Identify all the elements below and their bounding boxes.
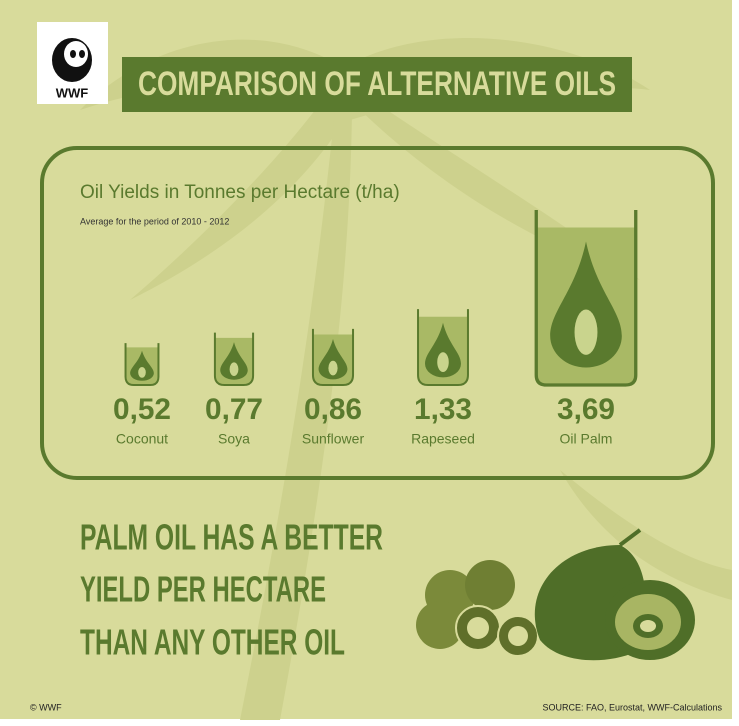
value-label: 0,52 <box>113 393 171 426</box>
value-label: 0,77 <box>205 393 263 426</box>
fruit-kernel <box>467 617 489 639</box>
category-label: Coconut <box>116 431 168 447</box>
copyright: © WWF <box>30 702 62 712</box>
wwf-logo: WWF <box>37 22 108 104</box>
source: SOURCE: FAO, Eurostat, WWF-Calculations <box>542 702 722 712</box>
drop-highlight <box>230 362 239 376</box>
category-label: Oil Palm <box>560 431 613 447</box>
logo-text: WWF <box>56 85 89 100</box>
category-label: Rapeseed <box>411 431 475 447</box>
fruit-seed-core <box>640 620 656 632</box>
chart-subtitle: Oil Yields in Tonnes per Hectare (t/ha) <box>80 182 400 203</box>
panda-eye <box>79 50 85 58</box>
drop-highlight <box>437 352 449 372</box>
chart-note: Average for the period of 2010 - 2012 <box>80 216 229 226</box>
headline-line: THAN ANY OTHER OIL <box>80 622 345 663</box>
value-label: 1,33 <box>414 393 472 426</box>
fruit-kernel <box>508 626 528 646</box>
value-label: 0,86 <box>304 393 362 426</box>
value-label: 3,69 <box>557 393 615 426</box>
category-label: Sunflower <box>302 431 365 447</box>
headline-line: PALM OIL HAS A BETTER <box>80 517 383 558</box>
infographic: WWF COMPARISON OF ALTERNATIVE OILS Oil Y… <box>0 0 739 726</box>
drop-highlight <box>138 367 146 378</box>
drop-highlight <box>575 310 598 355</box>
headline-line: YIELD PER HECTARE <box>80 569 326 610</box>
fruit <box>465 560 515 610</box>
panda-eye <box>70 50 76 58</box>
chart-title: COMPARISON OF ALTERNATIVE OILS <box>138 65 616 103</box>
drop-highlight <box>328 361 337 376</box>
category-label: Soya <box>218 431 250 447</box>
